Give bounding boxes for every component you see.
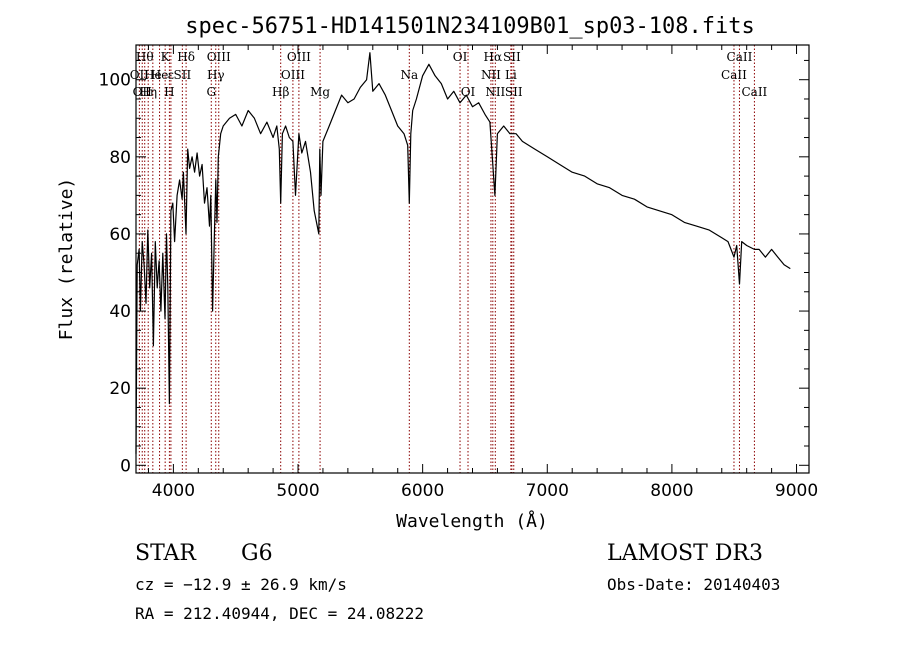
x-tick-label: 4000 <box>152 481 195 501</box>
line-marker-label: Hθ <box>136 50 154 64</box>
line-marker-label: NII <box>485 85 505 99</box>
object-subclass: G6 <box>241 541 273 566</box>
observation-date: Obs-Date: 20140403 <box>607 575 780 594</box>
line-marker-label: SII <box>174 68 192 82</box>
line-marker-label: He <box>151 68 169 82</box>
line-marker-label: H <box>164 85 174 99</box>
line-marker-label: ε <box>168 68 174 82</box>
line-marker-label: OII <box>130 68 150 82</box>
x-tick-label: 6000 <box>401 481 444 501</box>
x-axis-ticks: 4000 5000 6000 7000 8000 9000 <box>147 45 818 501</box>
survey-name: LAMOST DR3 <box>607 541 763 566</box>
line-marker-label: Mg <box>310 85 330 99</box>
line-marker-label: CaII <box>721 68 747 82</box>
chart-title: spec-56751-HD141501N234109B01_sp03-108.f… <box>185 14 755 39</box>
y-axis-label: Flux (relative) <box>56 178 77 341</box>
line-marker-label: Hβ <box>272 85 289 99</box>
line-marker-label: OIII <box>281 68 305 82</box>
line-marker-label: G <box>206 85 216 99</box>
y-tick-label: 0 <box>120 456 131 476</box>
coordinates: RA = 212.40944, DEC = 24.08222 <box>135 604 424 623</box>
line-marker-label: Hδ <box>177 50 195 64</box>
line-marker-label: NII <box>481 68 501 82</box>
line-marker-label: K <box>161 50 171 64</box>
y-tick-label: 60 <box>109 225 131 245</box>
line-marker-label: Hα <box>484 50 503 64</box>
x-axis-label: Wavelength (Å) <box>396 510 548 532</box>
x-tick-label: 7000 <box>526 481 569 501</box>
flux-series-line <box>135 52 791 454</box>
redshift-cz: cz = −12.9 ± 26.9 km/s <box>135 575 347 594</box>
line-marker-label: He <box>144 68 162 82</box>
x-tick-label: 9000 <box>775 481 818 501</box>
x-tick-label: 5000 <box>276 481 319 501</box>
plot-frame <box>135 44 810 474</box>
y-tick-label: 20 <box>109 379 131 399</box>
line-marker-label: CaII <box>727 50 753 64</box>
line-marker-label: OI <box>453 50 468 64</box>
y-axis-ticks: 0 20 40 60 80 100 <box>99 59 809 476</box>
y-tick-label: 80 <box>109 148 131 168</box>
line-marker-label: SII <box>503 50 521 64</box>
y-tick-label: 40 <box>109 302 131 322</box>
spectral-line-markers <box>138 45 755 473</box>
object-class: STAR <box>135 541 197 566</box>
line-marker-label: OIII <box>207 50 231 64</box>
line-marker-label: OII <box>133 85 153 99</box>
line-marker-label: Li <box>505 68 517 82</box>
line-marker-label: SII <box>505 85 523 99</box>
line-marker-label: Na <box>400 68 418 82</box>
line-marker-label: Hη <box>139 85 157 99</box>
line-marker-label: CaII <box>741 85 767 99</box>
x-tick-label: 8000 <box>650 481 693 501</box>
y-tick-label: 100 <box>99 71 131 91</box>
line-marker-label: OIII <box>287 50 311 64</box>
line-marker-label: Hγ <box>207 68 225 82</box>
line-marker-label: OI <box>461 85 476 99</box>
